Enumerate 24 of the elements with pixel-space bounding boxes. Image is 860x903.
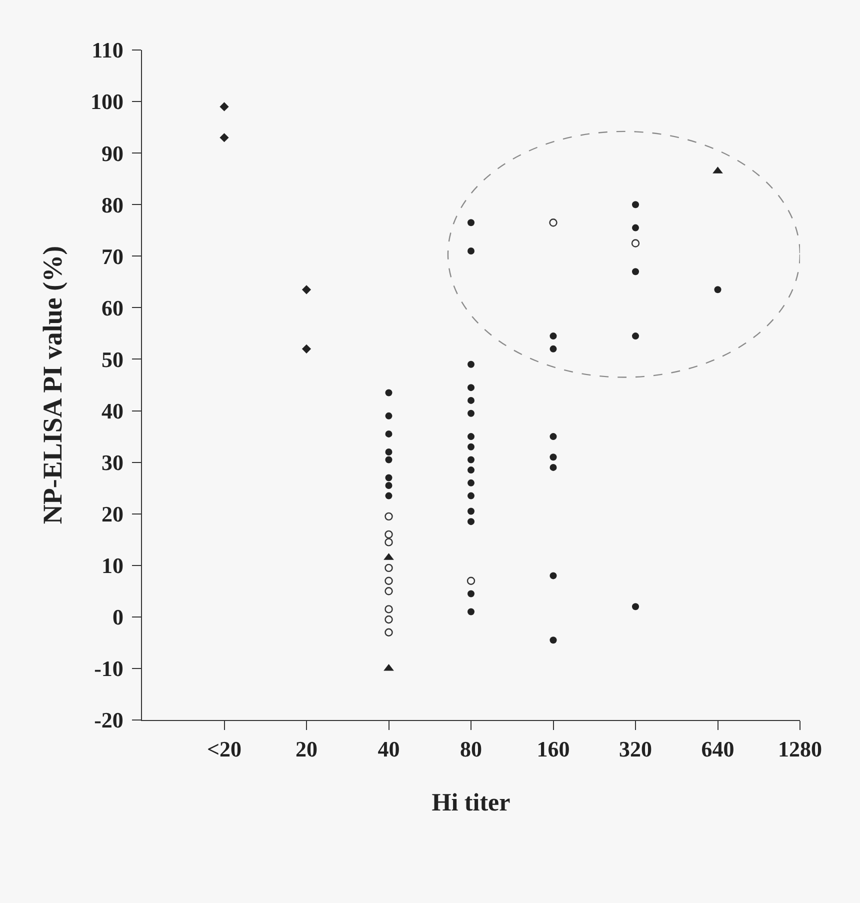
- x-tick-label: 1280: [778, 736, 822, 762]
- y-tick-label: -10: [94, 656, 124, 682]
- y-tick-label: 10: [101, 553, 124, 578]
- x-tick-label: 80: [460, 736, 482, 762]
- x-tick-label: 40: [378, 736, 400, 762]
- x-tick-label: 640: [701, 736, 734, 762]
- y-tick-label: 20: [101, 502, 124, 527]
- y-tick-label: 90: [101, 140, 124, 166]
- y-axis-title: NP-ELISA PI value (%): [38, 246, 68, 524]
- y-tick-label: -20: [94, 708, 124, 733]
- y-tick-label: 70: [101, 244, 124, 269]
- x-axis-title: Hi titer: [432, 790, 510, 817]
- y-tick-label: 110: [92, 38, 124, 63]
- x-tick-label: 160: [536, 736, 570, 762]
- x-tick-label: 320: [619, 736, 652, 762]
- y-tick-label: 100: [90, 89, 124, 114]
- y-tick-label: 60: [101, 295, 124, 320]
- y-tick-label: 30: [101, 450, 124, 476]
- y-tick-label: 40: [101, 398, 124, 424]
- x-tick-label: <20: [206, 736, 242, 762]
- y-tick-label: 80: [101, 192, 124, 218]
- x-tick-label: 20: [296, 736, 318, 762]
- y-tick-label: 0: [112, 604, 124, 630]
- y-tick-label: 50: [101, 346, 124, 372]
